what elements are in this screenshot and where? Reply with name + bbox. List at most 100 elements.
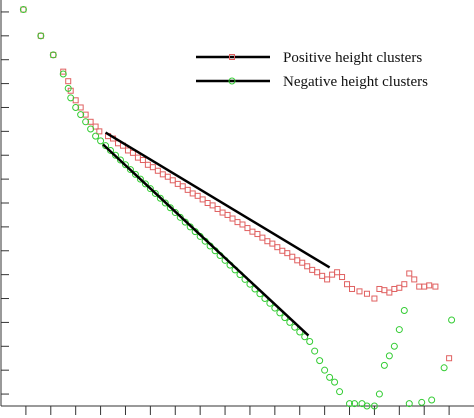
data-point-positive bbox=[224, 211, 231, 218]
data-point-negative bbox=[151, 189, 159, 197]
data-point-positive bbox=[274, 244, 281, 251]
fit-lines bbox=[102, 131, 331, 337]
data-point-negative bbox=[311, 347, 319, 355]
data-point-positive bbox=[304, 263, 311, 270]
data-point-negative bbox=[141, 180, 149, 188]
data-point-positive bbox=[319, 272, 326, 279]
data-point-negative bbox=[92, 132, 100, 140]
data-point-positive bbox=[77, 104, 84, 111]
data-point-positive bbox=[299, 259, 306, 266]
data-point-negative bbox=[156, 194, 164, 202]
series-positive bbox=[20, 6, 453, 362]
data-point-negative bbox=[77, 111, 85, 119]
data-point-positive bbox=[363, 290, 370, 297]
data-point-positive bbox=[314, 269, 321, 276]
data-point-negative bbox=[336, 388, 344, 396]
data-point-positive bbox=[154, 167, 161, 174]
data-point-negative bbox=[161, 199, 169, 207]
data-point-negative bbox=[400, 306, 408, 314]
data-point-positive bbox=[269, 240, 276, 247]
data-point-positive bbox=[432, 283, 439, 290]
fit-line-positive bbox=[104, 131, 331, 269]
data-point-positive bbox=[65, 78, 72, 85]
axes bbox=[0, 0, 474, 407]
data-point-negative bbox=[146, 185, 154, 193]
data-point-positive bbox=[239, 221, 246, 228]
data-point-negative bbox=[428, 396, 436, 404]
data-point-positive bbox=[356, 288, 363, 295]
data-point-negative bbox=[107, 146, 115, 154]
data-point-positive bbox=[229, 215, 236, 222]
data-point-positive bbox=[254, 231, 261, 238]
data-point-negative bbox=[72, 103, 80, 111]
fit-line-negative bbox=[102, 143, 310, 337]
data-point-positive bbox=[169, 177, 176, 184]
data-point-positive bbox=[214, 205, 221, 212]
data-point-negative bbox=[380, 361, 388, 369]
legend-marker-negative bbox=[228, 77, 236, 85]
data-point-positive bbox=[386, 289, 393, 296]
data-point-positive bbox=[396, 284, 403, 291]
data-point-negative bbox=[59, 70, 67, 78]
legend-marker-positive bbox=[229, 54, 235, 60]
data-point-negative bbox=[67, 94, 75, 102]
data-point-negative bbox=[405, 400, 413, 408]
data-point-positive bbox=[349, 285, 356, 292]
data-point-positive bbox=[284, 250, 291, 257]
data-point-negative bbox=[448, 316, 456, 324]
data-point-positive bbox=[164, 173, 171, 180]
legend-label-positive: Positive height clusters bbox=[283, 50, 422, 66]
data-point-negative bbox=[126, 166, 134, 174]
data-point-positive bbox=[149, 164, 156, 171]
data-point-negative bbox=[331, 378, 339, 386]
data-point-negative bbox=[82, 118, 90, 126]
data-point-positive bbox=[199, 196, 206, 203]
data-point-negative bbox=[112, 151, 120, 159]
data-point-negative bbox=[49, 51, 57, 59]
data-point-positive bbox=[334, 269, 341, 276]
data-point-positive bbox=[244, 225, 251, 232]
data-point-negative bbox=[121, 161, 129, 169]
data-point-positive bbox=[184, 186, 191, 193]
data-point-negative bbox=[116, 156, 124, 164]
data-point-negative bbox=[306, 338, 314, 346]
data-point-negative bbox=[316, 357, 324, 365]
data-point-positive bbox=[406, 270, 413, 277]
data-point-negative bbox=[37, 32, 45, 40]
data-point-positive bbox=[339, 274, 346, 281]
data-point-negative bbox=[440, 364, 448, 372]
data-point-positive bbox=[344, 281, 351, 288]
series-negative bbox=[19, 6, 456, 410]
data-point-negative bbox=[64, 84, 72, 92]
data-point-negative bbox=[370, 402, 378, 410]
data-point-positive bbox=[209, 202, 216, 209]
data-point-negative bbox=[395, 326, 403, 334]
data-point-negative bbox=[166, 204, 174, 212]
data-point-negative bbox=[385, 352, 393, 360]
data-point-negative bbox=[321, 366, 329, 374]
data-point-negative bbox=[418, 398, 426, 406]
data-point-positive bbox=[259, 234, 266, 241]
legend: Positive height clusters Negative height… bbox=[196, 50, 428, 90]
axis-ticks bbox=[1, 11, 450, 415]
data-point-positive bbox=[96, 128, 103, 135]
data-point-negative bbox=[390, 342, 398, 350]
data-point-positive bbox=[139, 157, 146, 164]
data-point-positive bbox=[289, 253, 296, 260]
data-point-negative bbox=[19, 6, 27, 14]
data-point-negative bbox=[375, 390, 383, 398]
series-layer bbox=[19, 6, 456, 410]
data-point-negative bbox=[351, 400, 359, 408]
data-point-positive bbox=[401, 281, 408, 288]
data-point-positive bbox=[194, 192, 201, 199]
data-point-negative bbox=[97, 137, 105, 145]
data-point-positive bbox=[179, 183, 186, 190]
data-point-positive bbox=[446, 355, 453, 362]
data-point-positive bbox=[371, 295, 378, 302]
legend-label-negative: Negative height clusters bbox=[283, 74, 428, 90]
data-point-positive bbox=[411, 276, 418, 283]
data-point-negative bbox=[87, 125, 95, 133]
data-point-positive bbox=[67, 87, 74, 94]
